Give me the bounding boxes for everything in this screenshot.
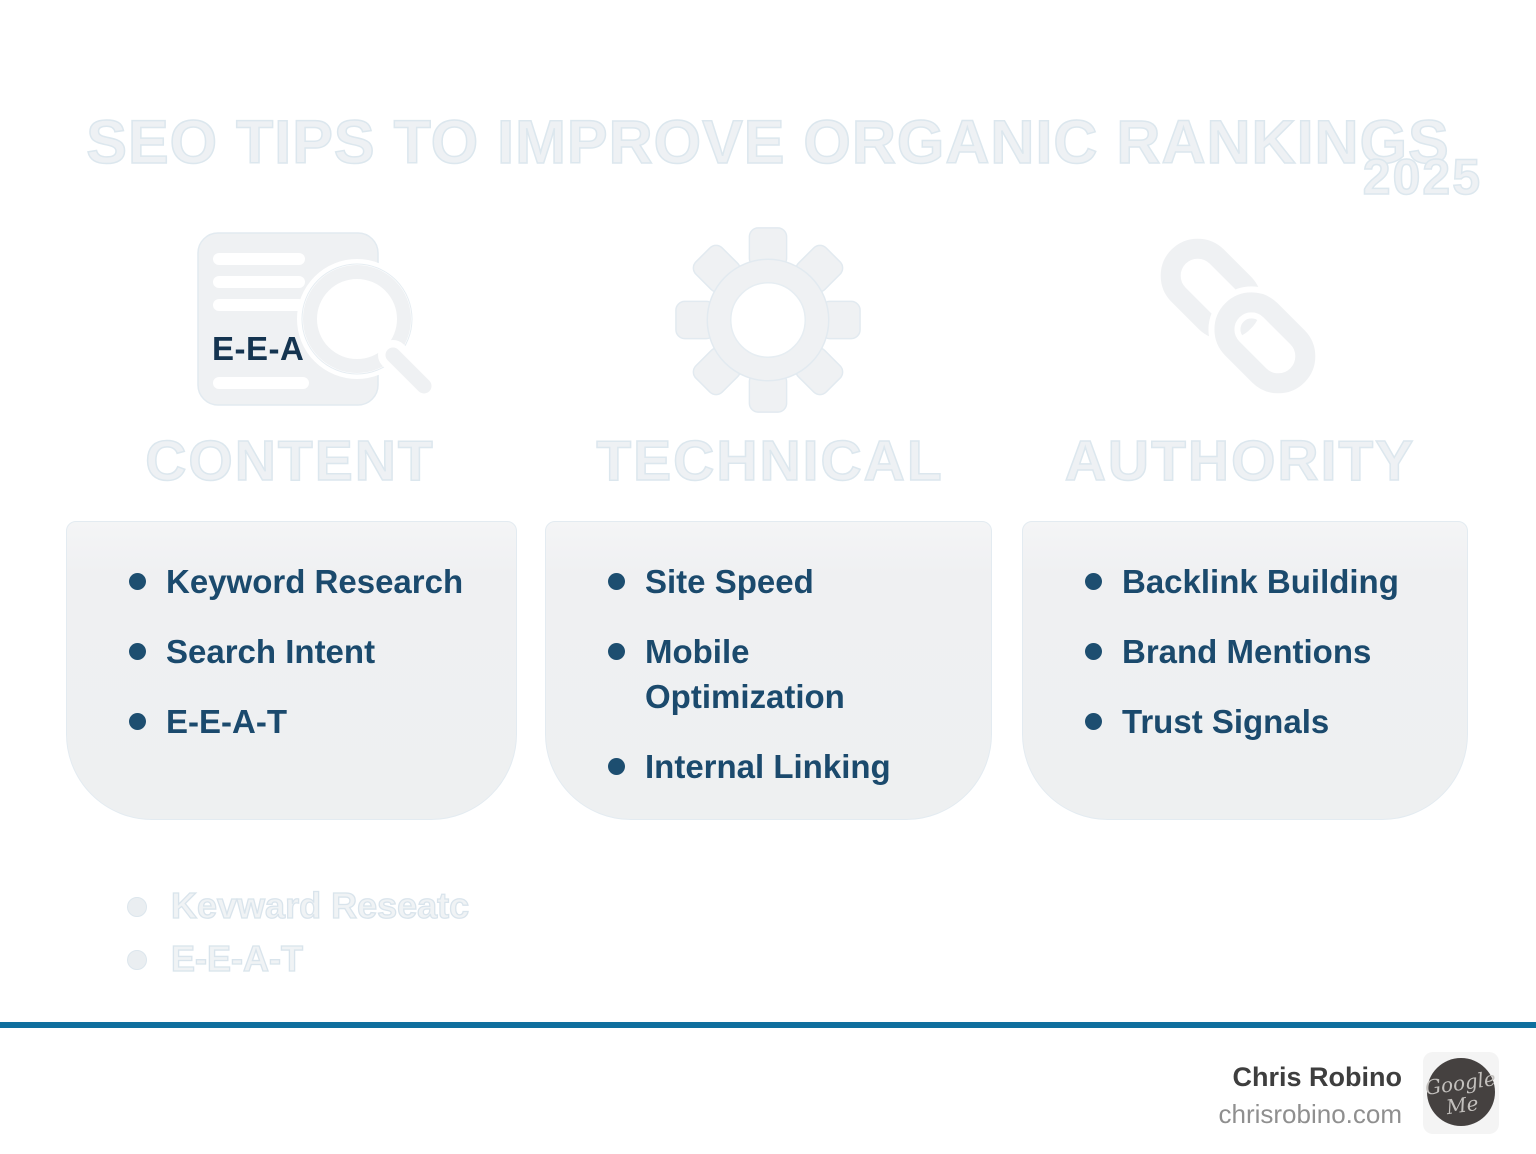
list-item-text: Keyword Research (166, 563, 464, 600)
list-item-text: Site Speed (645, 563, 814, 600)
ghost-list: Kevward Reseatc E-E-A-T (127, 884, 470, 990)
list-item: Keyword Research (129, 559, 508, 604)
ghost-list-item: E-E-A-T (127, 937, 469, 981)
ghost-item-text: Kevward Reseatc (170, 884, 470, 926)
list-item-text: Brand Mentions (1122, 633, 1372, 670)
bullet-dot-icon (1085, 573, 1102, 590)
list-item: E-E-A-T (129, 699, 508, 744)
bullet-dot-icon (1085, 713, 1102, 730)
list-item-text: Trust Signals (1122, 703, 1330, 740)
gear-icon (672, 224, 864, 421)
ghost-list-item: Kevward Reseatc (127, 884, 470, 928)
bullet-dot-icon (129, 643, 146, 660)
link-icon (1148, 230, 1328, 407)
icon-label-eea: E-E-A (212, 330, 305, 367)
list-item: Search Intent (129, 629, 508, 674)
card-authority: Backlink Building Brand Mentions Trust S… (1022, 521, 1468, 820)
bullet-dot-icon (608, 758, 625, 775)
logo-circle (1427, 1058, 1495, 1126)
divider-line (0, 1022, 1536, 1028)
bullet-dot-icon (1085, 643, 1102, 660)
list-item: Trust Signals (1085, 699, 1459, 744)
bullet-dot-icon (608, 573, 625, 590)
column-heading-content: CONTENT (145, 428, 435, 494)
list-item: Site Speed (608, 559, 983, 604)
ghost-bullet-dot-icon (127, 897, 147, 917)
footer-website-link[interactable]: chrisrobino.com (1218, 1099, 1402, 1129)
list-item-text: Internal Linking (645, 748, 891, 785)
technical-list: Site Speed Mobile Optimization Internal … (608, 559, 983, 789)
card-content: Keyword Research Search Intent E-E-A-T (66, 521, 517, 820)
page-title: SEO TIPS TO IMPROVE ORGANIC RANKINGS (86, 107, 1450, 177)
column-heading-technical: TECHNICAL (596, 428, 944, 494)
ghost-item-text: E-E-A-T (170, 937, 303, 979)
bullet-dot-icon (129, 573, 146, 590)
bullet-dot-icon (129, 713, 146, 730)
list-item-text: E-E-A-T (166, 703, 287, 740)
ghost-bullet-dot-icon (127, 950, 147, 970)
footer-attribution: Chris Robino chrisrobino.com (1218, 1062, 1402, 1130)
list-item: Backlink Building (1085, 559, 1459, 604)
list-item-text: Search Intent (166, 633, 376, 670)
year-label: 2025 (1362, 148, 1482, 206)
brand-logo: Google Me (1423, 1052, 1499, 1139)
content-list: Keyword Research Search Intent E-E-A-T (129, 559, 508, 744)
list-item-text: Backlink Building (1122, 563, 1399, 600)
bullet-dot-icon (608, 643, 625, 660)
column-heading-authority: AUTHORITY (1064, 428, 1416, 494)
list-item-text: Mobile Optimization (645, 633, 845, 715)
logo-text-line2: Me (1444, 1091, 1480, 1119)
list-item: Internal Linking (608, 744, 983, 789)
list-item: Brand Mentions (1085, 629, 1459, 674)
list-item: Mobile Optimization (608, 629, 983, 719)
document-search-icon (190, 228, 439, 423)
authority-list: Backlink Building Brand Mentions Trust S… (1085, 559, 1459, 744)
footer-author-name: Chris Robino (1232, 1062, 1403, 1092)
card-technical: Site Speed Mobile Optimization Internal … (545, 521, 992, 820)
